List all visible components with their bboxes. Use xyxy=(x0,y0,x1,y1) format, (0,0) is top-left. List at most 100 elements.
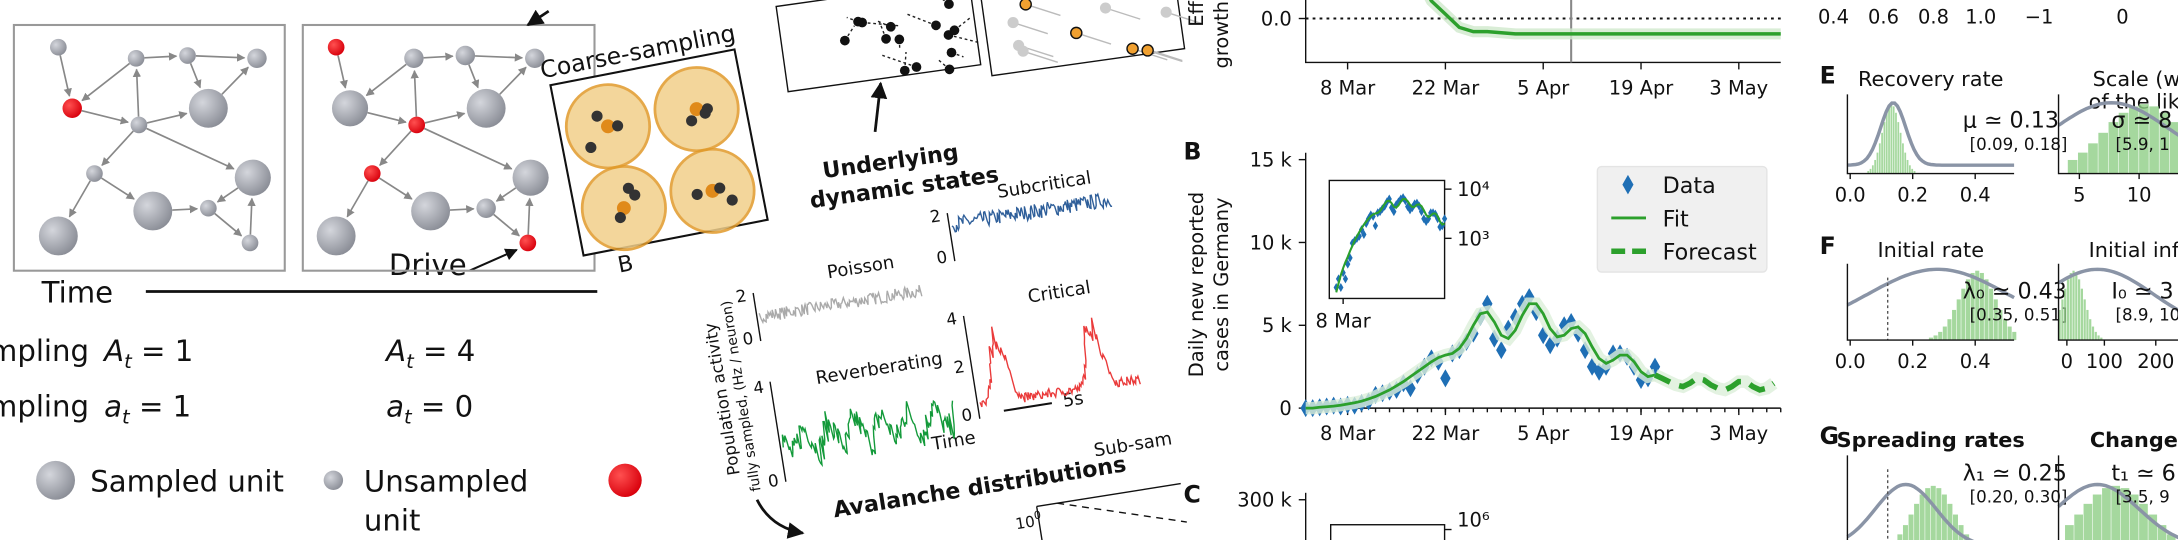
unit xyxy=(188,88,228,128)
subscript: t xyxy=(124,350,133,373)
posterior-bar xyxy=(2100,337,2103,341)
sub-sampling: Sub-sam xyxy=(1092,428,1173,461)
panel-label: B xyxy=(616,250,636,278)
coarse-electrode xyxy=(601,119,615,134)
posterior-bar xyxy=(1933,335,1938,341)
x-tick-label: 8 Mar xyxy=(1320,76,1375,99)
left-arrow xyxy=(526,9,550,27)
panel-letter: G xyxy=(1820,422,1839,450)
mesh-node xyxy=(1007,17,1019,29)
mesh-node xyxy=(946,47,957,58)
posterior-bar xyxy=(2091,326,2095,341)
posterior-bar xyxy=(1895,112,1897,174)
posterior-bar xyxy=(2118,112,2129,174)
network-edge xyxy=(247,197,256,235)
legend-sampled-icon xyxy=(36,460,76,500)
legend-label: Forecast xyxy=(1663,240,1757,266)
network-edge xyxy=(68,180,92,218)
coarse-unit xyxy=(714,182,726,194)
left-figure: Time Drive mpling At = 1 At = 4 mpling a… xyxy=(0,23,642,537)
activity-trace xyxy=(758,284,923,325)
posterior-bar xyxy=(2120,488,2130,540)
network-edge xyxy=(59,55,72,97)
posterior-bar xyxy=(2111,485,2121,540)
network-edge xyxy=(525,197,534,235)
network-edge xyxy=(146,111,188,124)
forecast-line xyxy=(1653,372,1776,393)
panel-title: Initial rate xyxy=(1877,238,1984,262)
posterior-bar xyxy=(2149,106,2159,174)
mesh-node xyxy=(853,16,863,27)
panel-label: C xyxy=(1183,481,1200,509)
unit xyxy=(130,116,148,134)
charts: B C Daily new reported cases in Germany … xyxy=(1183,0,1782,540)
network-edge xyxy=(424,111,466,124)
rest: = 0 xyxy=(412,389,474,423)
subscript: t xyxy=(122,405,131,428)
network-edge xyxy=(216,187,239,203)
posterior-bar xyxy=(1892,106,1895,174)
posterior-bar xyxy=(1867,171,1870,174)
tick-label: 0.4 xyxy=(1960,183,1991,206)
tick: 2 xyxy=(929,206,942,226)
unit xyxy=(404,48,424,69)
tick: 0 xyxy=(741,329,754,349)
unit xyxy=(455,45,476,66)
mesh-node xyxy=(911,62,922,72)
posterior-bar xyxy=(1942,326,1947,341)
posterior-bar xyxy=(1899,132,1902,174)
prior-curve xyxy=(1847,101,2015,167)
y-tick-label: 300 k xyxy=(1237,489,1292,512)
legend: Data Fit Forecast xyxy=(1596,165,1768,273)
panel-label: B xyxy=(1183,138,1201,166)
unit xyxy=(133,191,173,231)
network-edge xyxy=(144,52,178,61)
interval: [0.35, 0.51] xyxy=(1970,306,2068,325)
legend-driven-icon xyxy=(608,463,642,497)
mesh-node xyxy=(894,34,905,45)
inset-x-tick-label: 8 Mar xyxy=(1316,310,1371,333)
posterior-bar xyxy=(2064,288,2067,341)
posterior-bar xyxy=(2066,279,2070,341)
posterior-bar xyxy=(2083,299,2086,341)
x-tick-label: 3 May xyxy=(1709,76,1768,99)
prior-curve xyxy=(2057,267,2178,312)
tick: 4 xyxy=(945,309,958,329)
network-edge xyxy=(423,127,513,170)
network-edge xyxy=(468,64,480,89)
network-edge xyxy=(146,127,235,170)
x-tick-label: 22 Mar xyxy=(1412,76,1480,99)
posterior-bar xyxy=(2089,319,2092,341)
fit-line xyxy=(1305,302,1656,410)
posterior-bar xyxy=(1938,331,1943,341)
rest: = 1 xyxy=(132,334,194,368)
posterior-bar xyxy=(1888,106,1890,174)
panel-title: Initial infec xyxy=(2089,238,2178,262)
legend-unsampled-icon xyxy=(323,470,344,491)
mesh-node xyxy=(881,33,891,44)
unit xyxy=(466,88,506,128)
unit xyxy=(127,49,145,67)
row-formula: at = 1 xyxy=(104,389,191,428)
network-edge xyxy=(337,55,348,89)
mesh-node xyxy=(1160,6,1172,18)
tick-label: 0 xyxy=(2116,6,2128,29)
posterior-bar xyxy=(2077,152,2088,174)
network-edge xyxy=(410,69,419,117)
panel-title: Spreading rates xyxy=(1837,428,2025,452)
posterior-bar xyxy=(2094,331,2097,341)
posterior-bar xyxy=(2080,288,2083,341)
data-point xyxy=(1342,274,1349,284)
posterior-bar xyxy=(1906,159,1909,174)
avalanche-panel: Avalanche distributions Sub-sam sampling… xyxy=(831,428,1187,540)
posterior-bar xyxy=(1961,288,1966,341)
middle-figure: Coarse-sampling B Underlying dynamic sta… xyxy=(526,0,1202,540)
data-point xyxy=(1361,229,1367,239)
unit xyxy=(50,38,67,56)
estimate: σ ≃ 8 xyxy=(2111,108,2172,134)
x-tick-label: 3 May xyxy=(1709,422,1768,445)
network-edge xyxy=(378,177,413,200)
posterior-bar xyxy=(1919,494,1925,540)
coarse-unit xyxy=(699,107,711,119)
x-tick-label: 19 Apr xyxy=(1609,422,1674,445)
